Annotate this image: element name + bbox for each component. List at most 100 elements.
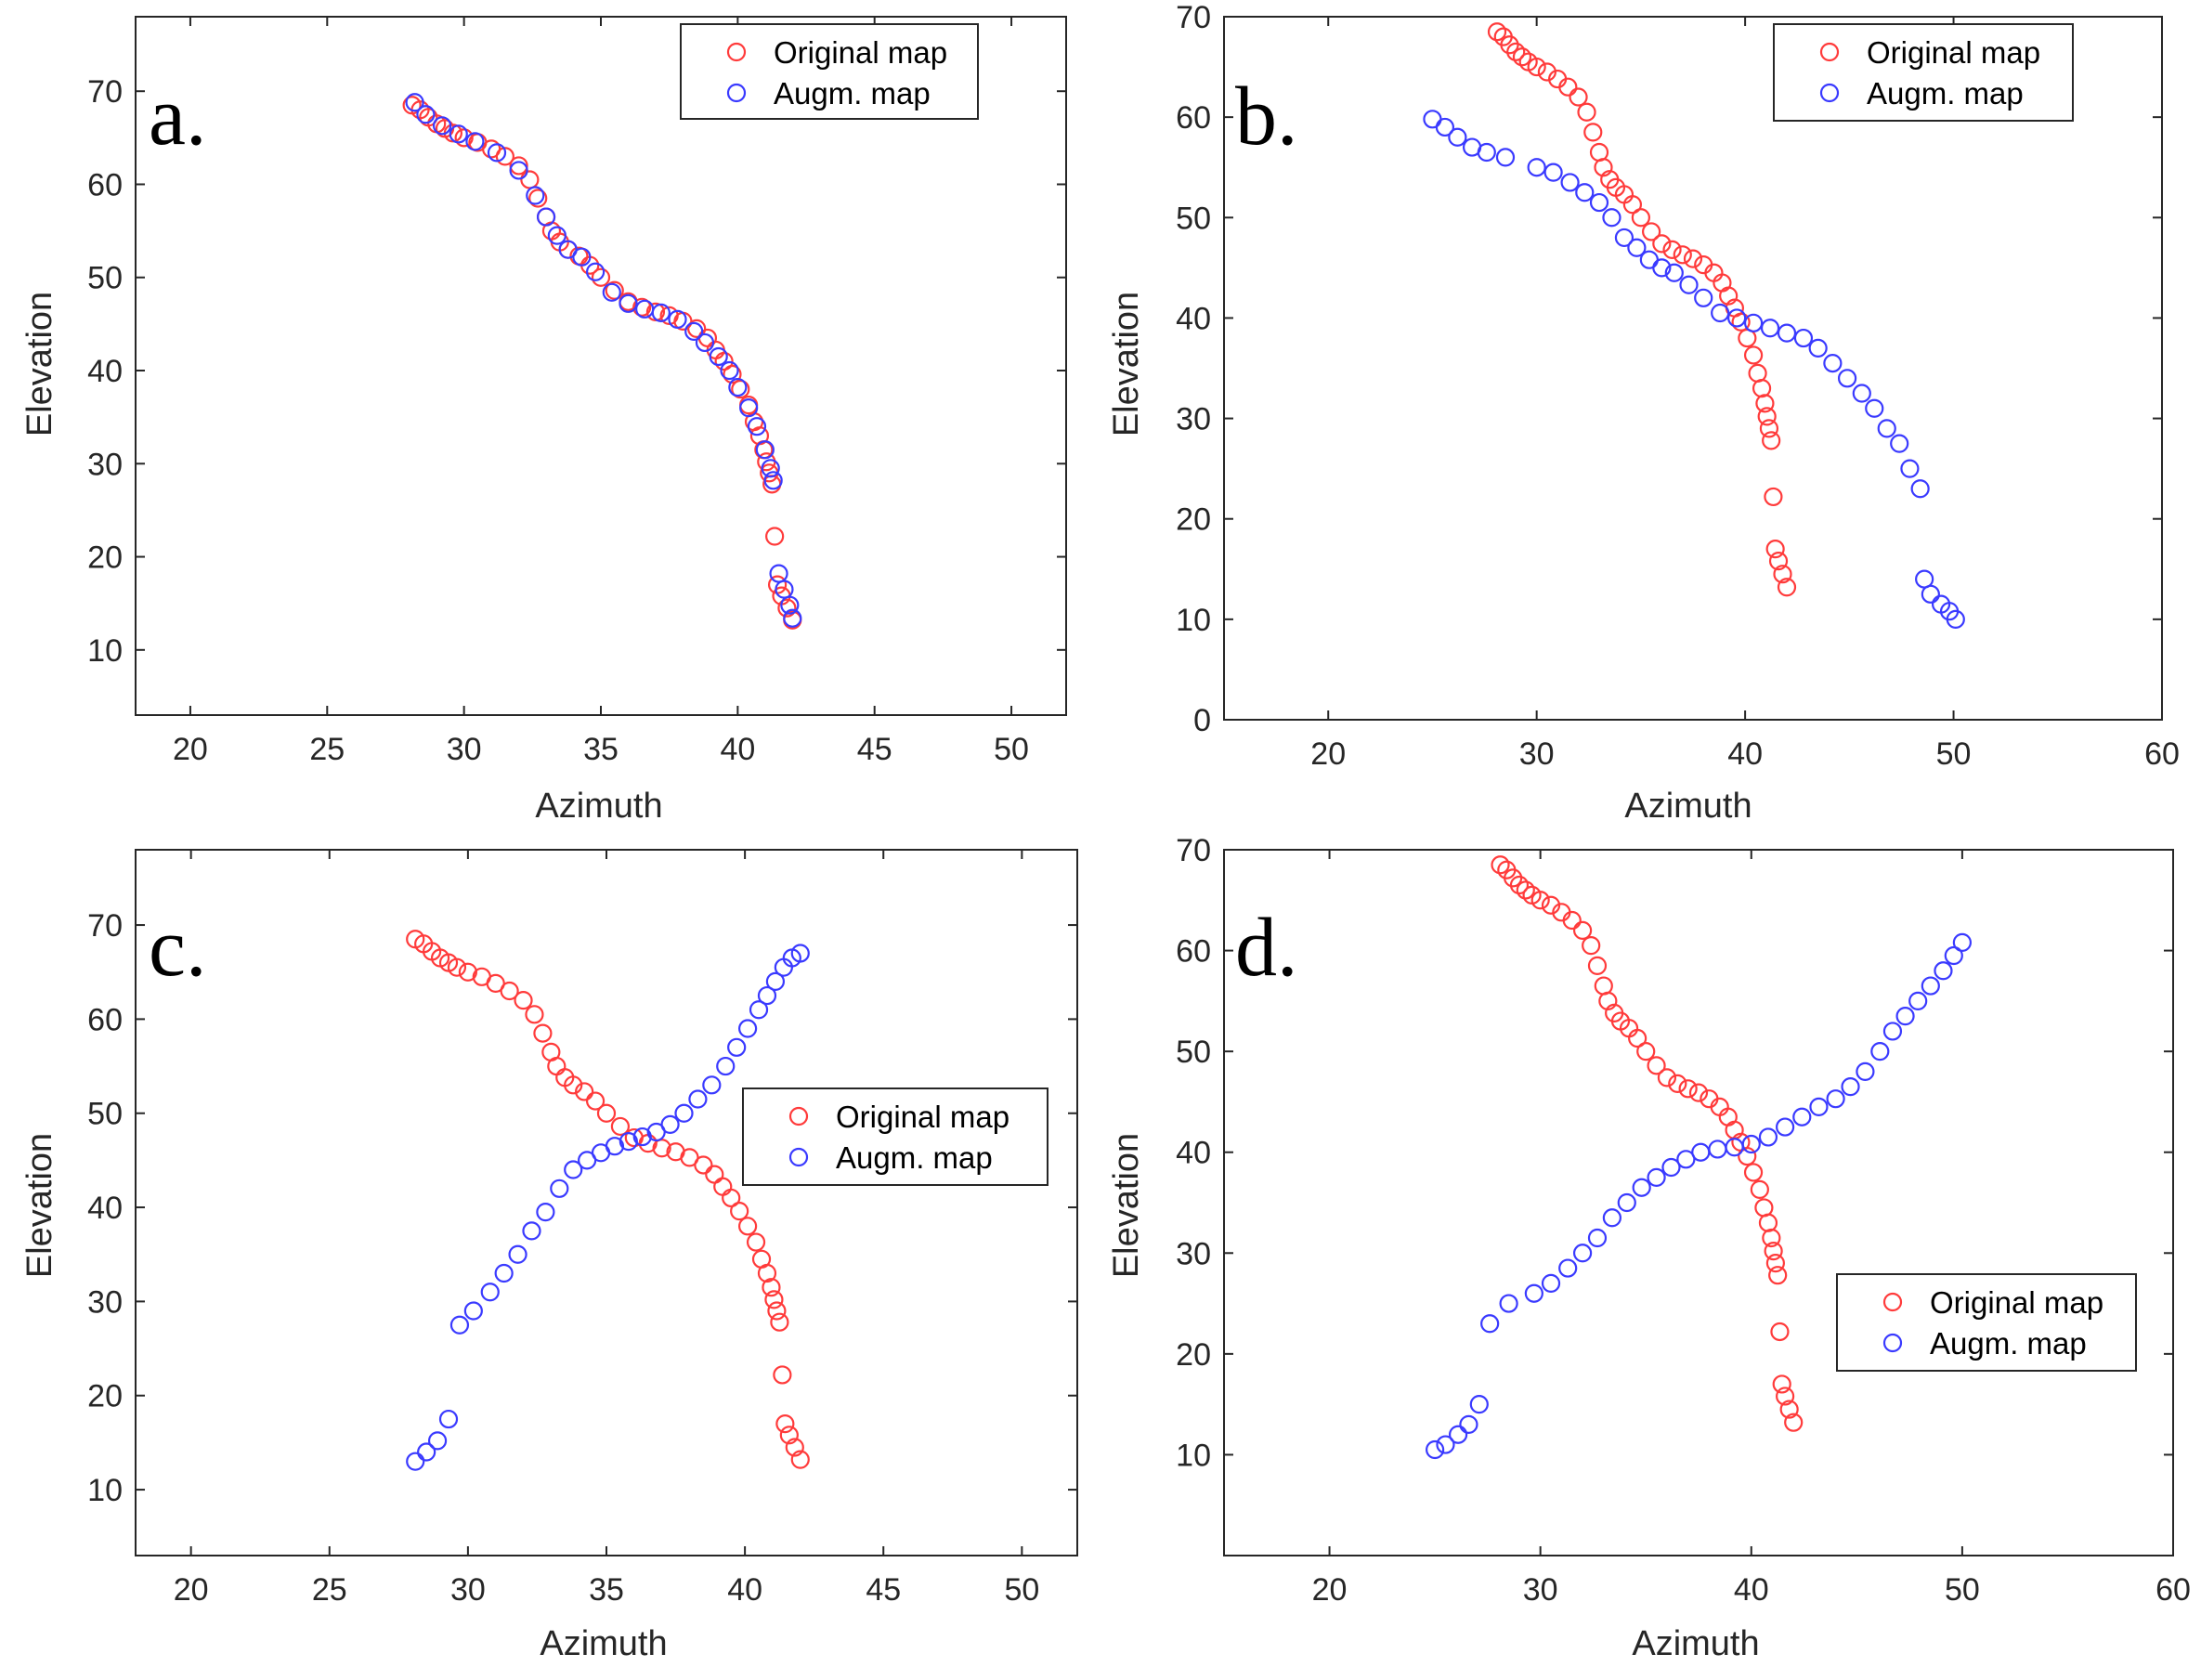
x-tick-label: 40 <box>727 1572 762 1608</box>
y-tick-label: 10 <box>87 633 123 669</box>
y-tick-label: 40 <box>87 1191 123 1226</box>
y-tick-label: 70 <box>87 74 123 110</box>
data-point <box>1543 163 1563 182</box>
series-augm-map <box>1426 932 1972 1460</box>
data-point <box>514 991 533 1010</box>
plot-area <box>135 16 1067 716</box>
data-point <box>1487 22 1507 42</box>
series-augm-map <box>405 93 802 628</box>
legend-entry: Original map <box>1867 35 2040 70</box>
data-point <box>1809 1097 1829 1116</box>
data-point <box>1589 192 1609 213</box>
data-point <box>1587 1228 1608 1248</box>
data-point <box>1664 263 1684 282</box>
data-point <box>632 297 652 317</box>
data-point <box>1793 328 1814 348</box>
data-point <box>610 1116 631 1137</box>
y-tick-label: 0 <box>1193 703 1211 738</box>
data-point <box>783 608 802 628</box>
data-point <box>1495 148 1516 167</box>
data-point <box>770 1312 789 1332</box>
data-point <box>1602 1208 1621 1228</box>
data-point <box>1727 308 1747 328</box>
data-point <box>1527 158 1546 177</box>
data-point <box>1512 47 1532 67</box>
data-point <box>1572 1244 1593 1263</box>
x-tick-label: 45 <box>866 1572 901 1608</box>
y-tick-label: 30 <box>87 1284 123 1320</box>
y-tick-label: 10 <box>87 1473 123 1508</box>
data-point <box>1516 880 1535 900</box>
data-point <box>416 105 436 124</box>
data-point <box>1632 1178 1651 1197</box>
y-axis-title: Elevation <box>20 292 59 436</box>
data-point <box>619 1132 638 1152</box>
data-point <box>773 1365 792 1385</box>
data-point <box>1628 1028 1647 1048</box>
data-point <box>1627 238 1647 257</box>
plot-area <box>1223 16 2163 721</box>
data-point <box>449 1315 470 1335</box>
data-point <box>500 981 519 1001</box>
data-point <box>596 1103 617 1123</box>
data-point <box>1509 875 1530 895</box>
data-point <box>1946 609 1965 629</box>
data-point <box>536 1203 555 1222</box>
data-point <box>427 1431 448 1451</box>
y-axis-title: Elevation <box>20 1133 59 1278</box>
x-tick-label: 40 <box>720 732 755 767</box>
y-axis-title: Elevation <box>1107 1133 1146 1278</box>
data-point <box>1731 312 1751 332</box>
y-tick-label: 50 <box>87 261 123 296</box>
data-point <box>1765 1254 1785 1273</box>
data-point <box>737 1019 758 1038</box>
data-point <box>660 1114 680 1134</box>
data-point <box>487 143 507 163</box>
panel-label: b. <box>1235 71 1298 163</box>
data-point <box>454 128 474 148</box>
data-point <box>533 1023 553 1043</box>
data-point <box>1908 991 1928 1010</box>
legend-entry: Augm. map <box>836 1140 993 1175</box>
data-point <box>765 971 786 991</box>
data-point <box>1477 142 1496 163</box>
data-point <box>1762 431 1781 450</box>
data-point <box>1587 956 1608 975</box>
data-point <box>1652 258 1672 278</box>
data-point <box>1678 1079 1698 1099</box>
legend-marker <box>788 1106 809 1127</box>
data-point <box>564 1160 583 1179</box>
x-tick-label: 25 <box>312 1572 347 1608</box>
data-point <box>605 280 624 300</box>
data-point <box>777 598 797 618</box>
legend-marker <box>1882 1333 1903 1353</box>
data-point <box>1743 1163 1764 1182</box>
data-point <box>447 957 467 977</box>
data-point <box>1777 578 1797 597</box>
data-point <box>1738 1146 1757 1166</box>
data-point <box>687 319 707 338</box>
data-point <box>1504 868 1523 888</box>
y-tick-label: 40 <box>1176 1136 1211 1171</box>
data-point <box>1852 384 1871 403</box>
data-point <box>449 124 468 144</box>
data-point <box>764 1290 784 1309</box>
data-point <box>1558 1258 1578 1278</box>
data-point <box>651 303 671 322</box>
data-point <box>684 321 704 342</box>
data-point <box>652 1139 671 1158</box>
data-point <box>1764 1242 1783 1261</box>
data-point <box>1779 1400 1799 1419</box>
data-point <box>1921 976 1940 996</box>
data-point <box>714 351 734 371</box>
data-point <box>1647 1056 1666 1075</box>
x-tick-label: 40 <box>1734 1572 1769 1608</box>
legend-marker <box>1819 42 1840 62</box>
data-point <box>585 1091 606 1111</box>
data-point <box>1569 87 1588 107</box>
data-point <box>694 1155 713 1175</box>
series-augm-map <box>406 944 810 1471</box>
y-tick-label: 50 <box>1176 1035 1211 1070</box>
legend-entry: Original map <box>1930 1285 2103 1320</box>
